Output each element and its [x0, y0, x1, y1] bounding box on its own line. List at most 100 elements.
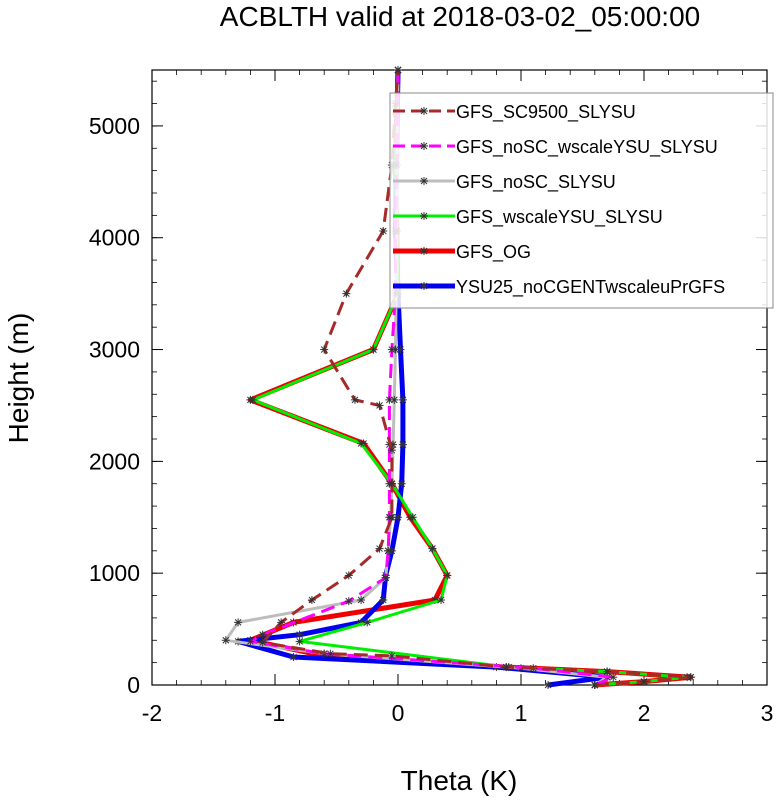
marker-stroke [437, 596, 445, 604]
marker-stroke [409, 513, 417, 521]
marker-stroke [609, 673, 617, 681]
marker-stroke [399, 396, 407, 404]
data-point-marker [375, 544, 384, 553]
x-tick-label: 2 [638, 700, 651, 726]
marker-stroke [320, 346, 328, 353]
y-tick-label: 0 [127, 672, 140, 698]
legend-marker [420, 212, 428, 220]
x-tick-label: -2 [142, 700, 162, 726]
data-point-marker [342, 289, 351, 298]
y-tick-label: 3000 [89, 337, 140, 363]
data-point-marker [385, 395, 394, 404]
data-point-marker [344, 597, 353, 606]
marker-stroke [379, 596, 387, 604]
data-point-marker [544, 681, 553, 689]
marker-stroke [222, 636, 230, 644]
marker-stroke [247, 638, 254, 645]
series-line [235, 69, 610, 688]
marker-stroke [544, 681, 552, 689]
data-point-marker [375, 401, 384, 410]
data-point-marker [379, 596, 388, 605]
data-point-marker [221, 636, 230, 645]
legend-marker [420, 247, 428, 255]
marker-stroke [397, 346, 404, 353]
marker-stroke [591, 681, 599, 689]
legend-label: GFS_SC9500_SLYSU [456, 102, 636, 123]
x-tick-label: -1 [265, 700, 285, 726]
marker-stroke [259, 631, 267, 639]
marker-stroke [376, 545, 383, 552]
x-tick-label: 0 [392, 700, 405, 726]
marker-stroke [326, 650, 334, 658]
marker-stroke [296, 631, 303, 639]
series-GFS_SC9500_SLYSU [258, 66, 695, 689]
data-point-marker [369, 345, 378, 354]
legend-marker [420, 142, 428, 150]
data-point-marker [686, 673, 695, 682]
data-point-marker [326, 649, 335, 658]
y-tick-label: 2000 [89, 448, 140, 474]
marker-stroke [388, 446, 396, 454]
legend-label: GFS_noSC_SLYSU [456, 172, 616, 193]
data-point-marker [408, 513, 417, 522]
legend-marker [420, 107, 428, 115]
y-axis-label: Height (m) [3, 313, 34, 444]
data-point-marker [394, 513, 402, 522]
data-point-marker [387, 479, 396, 488]
legend-label: YSU25_noCGENTwscaleuPrGFS [456, 277, 725, 298]
data-point-marker [357, 439, 366, 448]
legend-entry: YSU25_noCGENTwscaleuPrGFS [393, 277, 725, 298]
legend-entry: GFS_noSC_wscaleYSU_SLYSU [393, 137, 718, 158]
data-point-marker [295, 630, 304, 639]
data-point-marker [609, 673, 618, 682]
data-point-marker [398, 395, 407, 404]
marker-stroke [399, 441, 407, 448]
x-tick-label: 3 [761, 700, 774, 726]
marker-stroke [443, 572, 451, 579]
data-point-marker [379, 227, 388, 236]
marker-stroke [345, 572, 353, 579]
data-point-marker [502, 663, 511, 672]
marker-stroke [363, 619, 371, 626]
marker-stroke [234, 619, 242, 626]
plot-area: -2 -1 0 1 2 3 0 1000 2000 3000 4000 5000 [89, 66, 774, 726]
data-point-marker [603, 667, 612, 676]
marker-stroke [249, 396, 257, 404]
legend-label: GFS_OG [456, 242, 531, 263]
marker-stroke [370, 346, 377, 353]
legend-label: GFS_wscaleYSU_SLYSU [456, 207, 663, 228]
data-point-marker [387, 345, 396, 354]
marker-stroke [384, 547, 392, 555]
legend-box [389, 92, 774, 309]
data-point-marker [640, 677, 648, 686]
y-tick-label: 1000 [89, 560, 140, 586]
data-point-marker [396, 345, 405, 354]
data-point-marker [320, 345, 329, 354]
marker-stroke [345, 597, 353, 605]
data-point-marker [248, 395, 257, 404]
series-line [251, 69, 689, 687]
marker-stroke [277, 619, 285, 626]
data-point-marker [258, 630, 267, 639]
marker-stroke [379, 227, 387, 235]
data-point-marker [387, 513, 396, 522]
marker-stroke [259, 639, 267, 646]
marker-stroke [342, 290, 350, 297]
x-axis-label: Theta (K) [401, 765, 518, 796]
y-tick-label: 5000 [89, 113, 140, 139]
data-point-marker [443, 571, 452, 580]
marker-stroke [386, 396, 393, 404]
legend: GFS_SC9500_SLYSU GFS_noSC_wscaleYSU_SLYSU… [389, 92, 774, 309]
marker-stroke [382, 574, 390, 582]
data-point-marker [350, 395, 359, 404]
data-point-marker [590, 681, 599, 689]
legend-entry: GFS_SC9500_SLYSU [393, 102, 636, 123]
marker-stroke [351, 396, 359, 404]
data-point-marker [387, 446, 396, 455]
marker-stroke [388, 346, 396, 353]
marker-stroke [502, 663, 510, 671]
marker-stroke [390, 396, 398, 404]
data-point-marker [384, 546, 393, 555]
data-point-marker [437, 596, 446, 605]
legend-entry: GFS_wscaleYSU_SLYSU [393, 207, 663, 228]
